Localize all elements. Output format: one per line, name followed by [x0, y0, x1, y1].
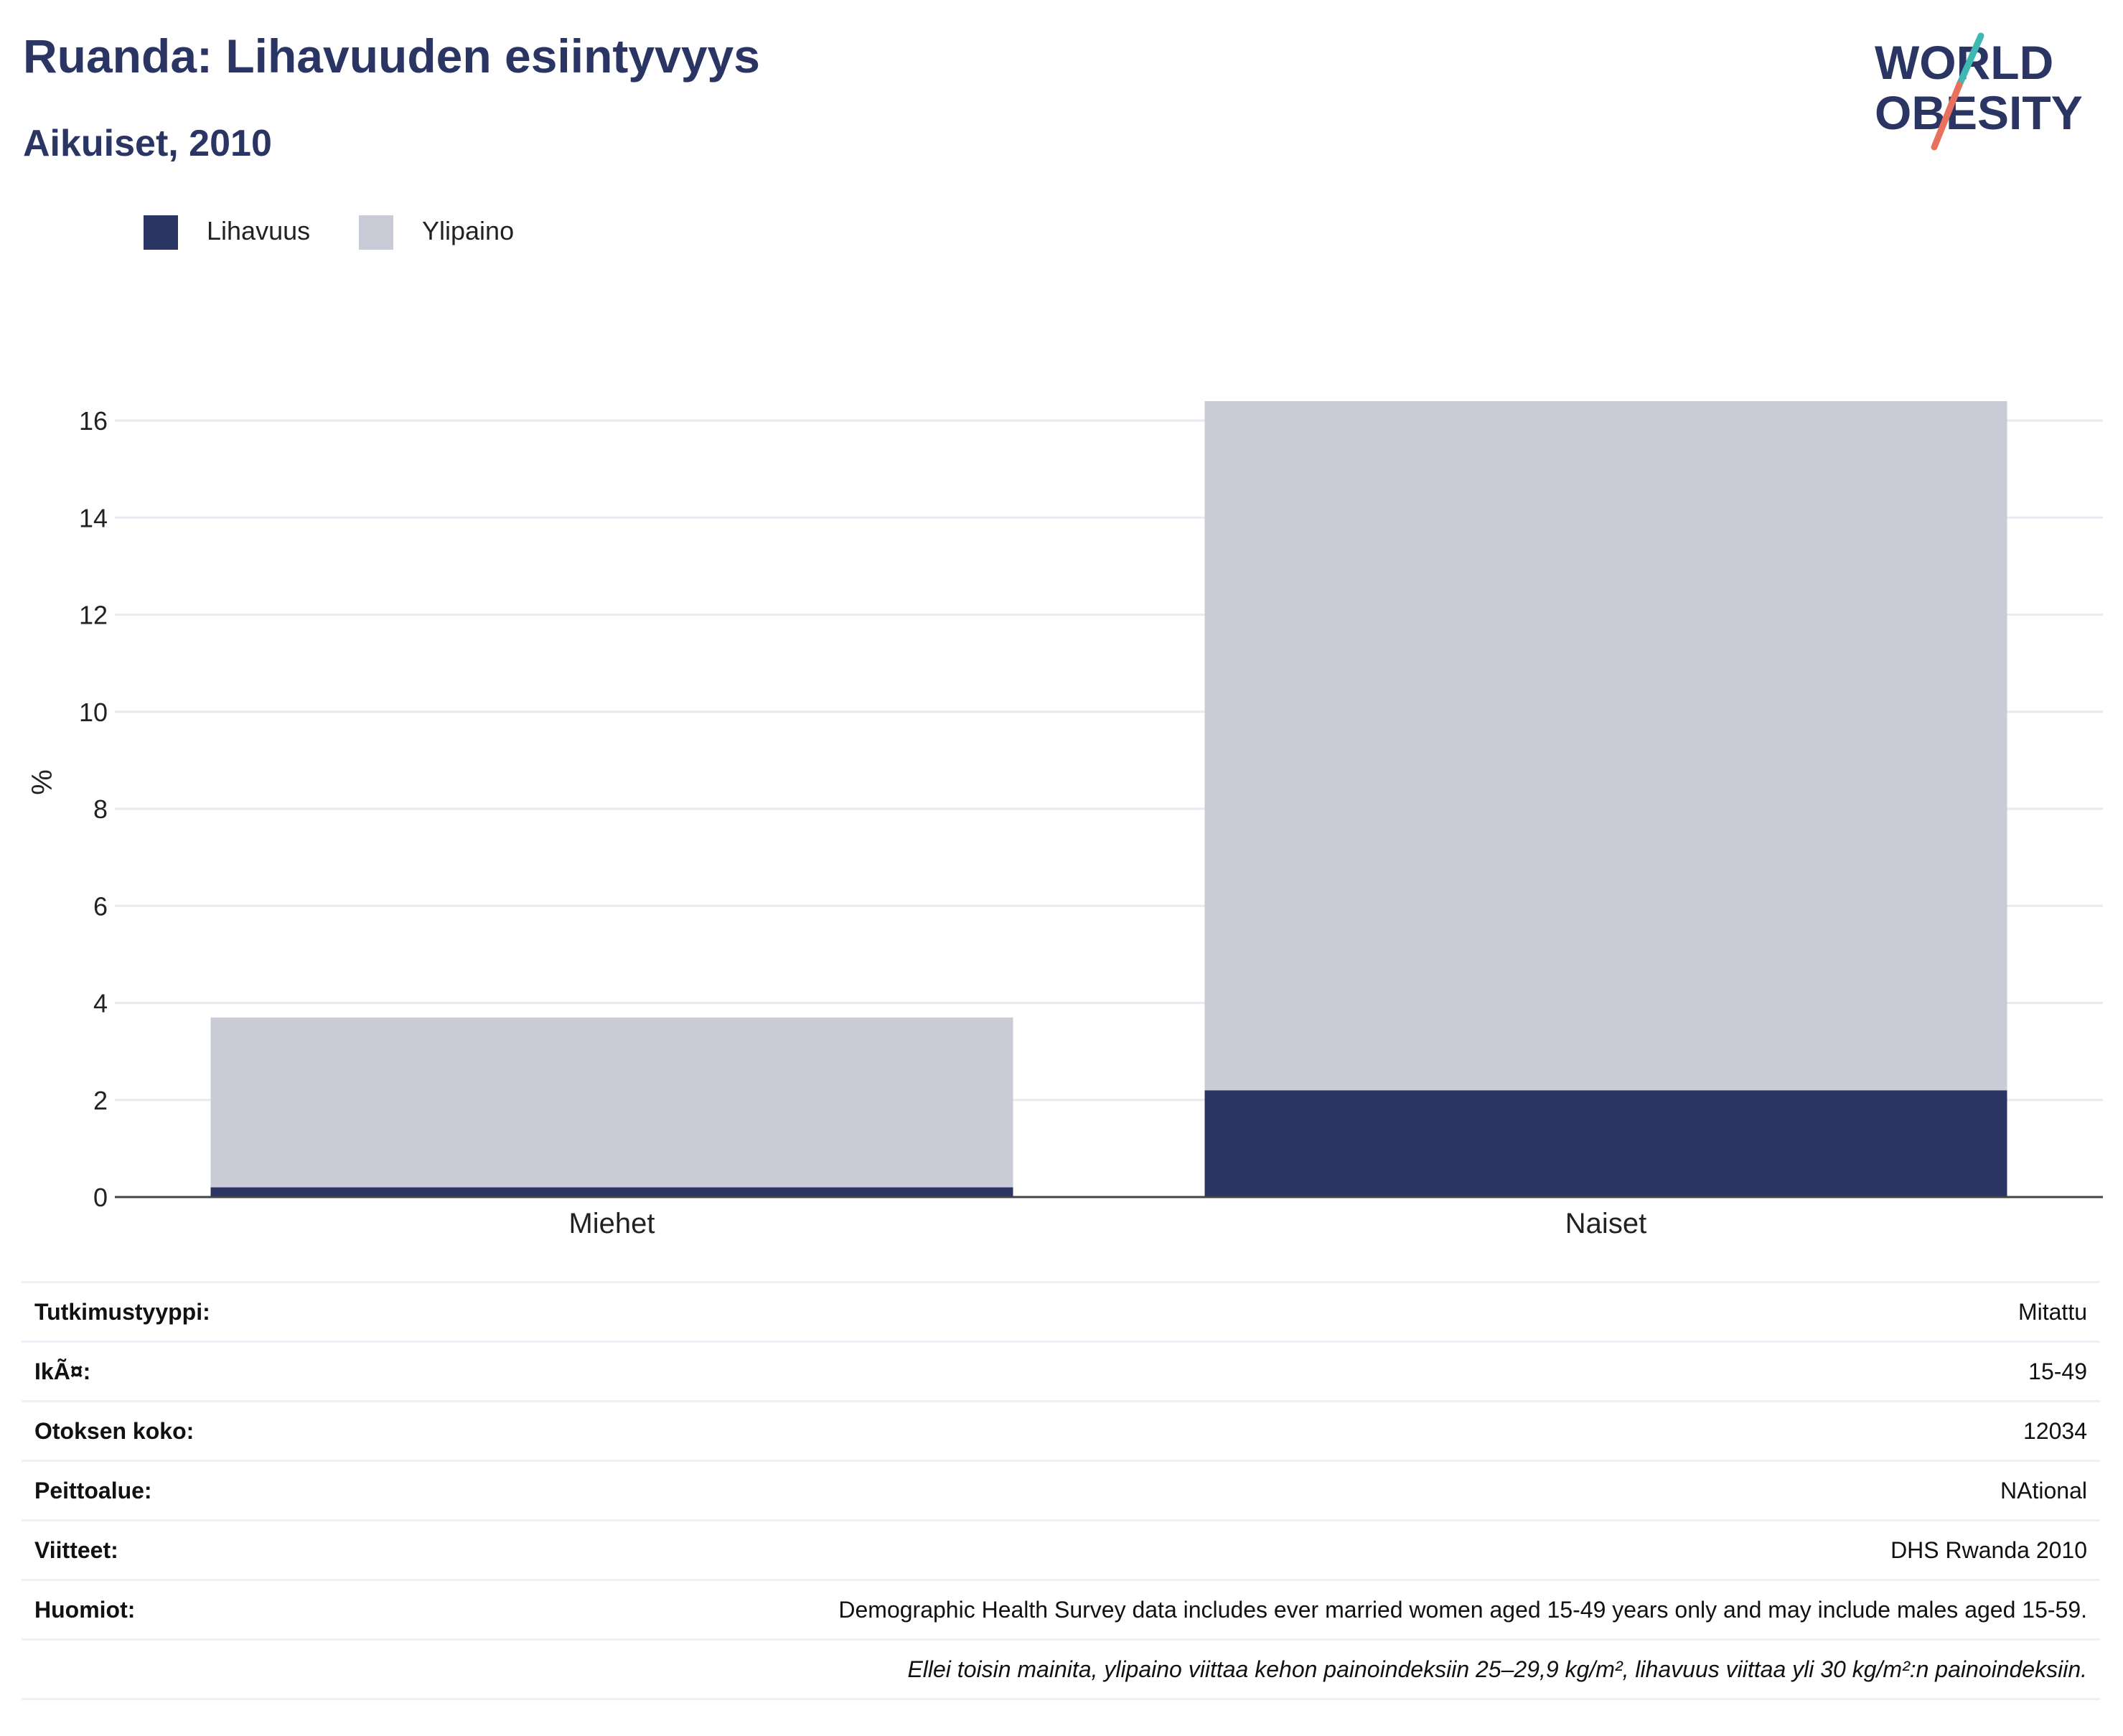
x-category-label: Naiset — [1565, 1208, 1646, 1239]
logo-slash-top — [1956, 32, 1984, 88]
bar-ylipaino-miehet[interactable] — [210, 1017, 1013, 1188]
info-key: Peittoalue: — [34, 1477, 152, 1503]
survey-info-table: Tutkimustyyppi: Mitattu IkÃ¤: 15-49 Otoksen … — [22, 1281, 2100, 1700]
info-key: Viitteet: — [34, 1536, 118, 1563]
logo-slash-bottom — [1931, 81, 1963, 151]
y-tick-label: 6 — [93, 891, 108, 921]
legend-label-ylipaino: Ylipaino — [422, 216, 515, 245]
y-tick-label: 0 — [93, 1183, 108, 1212]
bar-lihavuus-miehet[interactable] — [210, 1187, 1013, 1197]
legend-swatch-lihavuus — [144, 215, 178, 250]
info-value: 15-49 — [2028, 1358, 2087, 1384]
y-tick-label: 8 — [93, 794, 108, 824]
legend-swatch-ylipaino — [359, 215, 393, 250]
y-axis-label: % — [27, 769, 58, 795]
info-row: IkÃ¤: 15-49 — [22, 1341, 2100, 1402]
info-key: IkÃ¤: — [34, 1358, 91, 1384]
info-row: Viitteet: DHS Rwanda 2010 — [22, 1520, 2100, 1580]
info-value: 12034 — [2023, 1417, 2087, 1444]
info-value: Mitattu — [2017, 1298, 2087, 1325]
footnote-row: Ellei toisin mainita, ylipaino viittaa k… — [22, 1639, 2100, 1699]
info-row: Peittoalue: NAtional — [22, 1460, 2100, 1521]
bars — [210, 400, 2007, 1197]
y-tick-label: 12 — [79, 601, 108, 630]
bar-lihavuus-naiset[interactable] — [1204, 1090, 2007, 1197]
info-key: Tutkimustyyppi: — [34, 1298, 210, 1325]
info-value: Demographic Health Survey data includes … — [838, 1596, 2087, 1623]
x-category-label: Miehet — [568, 1208, 655, 1239]
logo-line2: OBESITY — [1875, 86, 2083, 139]
info-row: Huomiot: Demographic Health Survey data i… — [22, 1580, 2100, 1640]
footnote: Ellei toisin mainita, ylipaino viittaa k… — [907, 1656, 2087, 1682]
info-key: Otoksen koko: — [34, 1417, 195, 1444]
y-tick-label: 16 — [79, 406, 108, 436]
y-tick-label: 4 — [93, 989, 108, 1018]
y-tick-label: 14 — [79, 503, 108, 532]
info-value: DHS Rwanda 2010 — [1890, 1536, 2087, 1563]
world-obesity-logo: WORLD OBESITY — [1875, 32, 2083, 151]
chart-subtitle: Aikuiset, 2010 — [23, 123, 272, 164]
info-row: Tutkimustyyppi: Mitattu — [22, 1282, 2100, 1342]
y-tick-label: 10 — [79, 698, 108, 727]
axes: 0 2 4 6 8 10 12 14 16 Miehet Naiset — [79, 406, 2103, 1239]
legend-label-lihavuus: Lihavuus — [207, 216, 311, 245]
bar-chart: 0 2 4 6 8 10 12 14 16 Miehet Naiset % — [27, 400, 2103, 1239]
info-row: Otoksen koko: 12034 — [22, 1401, 2100, 1461]
info-value: NAtional — [2000, 1477, 2087, 1503]
info-key: Huomiot: — [34, 1596, 136, 1623]
y-tick-label: 2 — [93, 1086, 108, 1115]
chart-title: Ruanda: Lihavuuden esiintyvyys — [23, 29, 760, 83]
bar-ylipaino-naiset[interactable] — [1204, 400, 2007, 1091]
